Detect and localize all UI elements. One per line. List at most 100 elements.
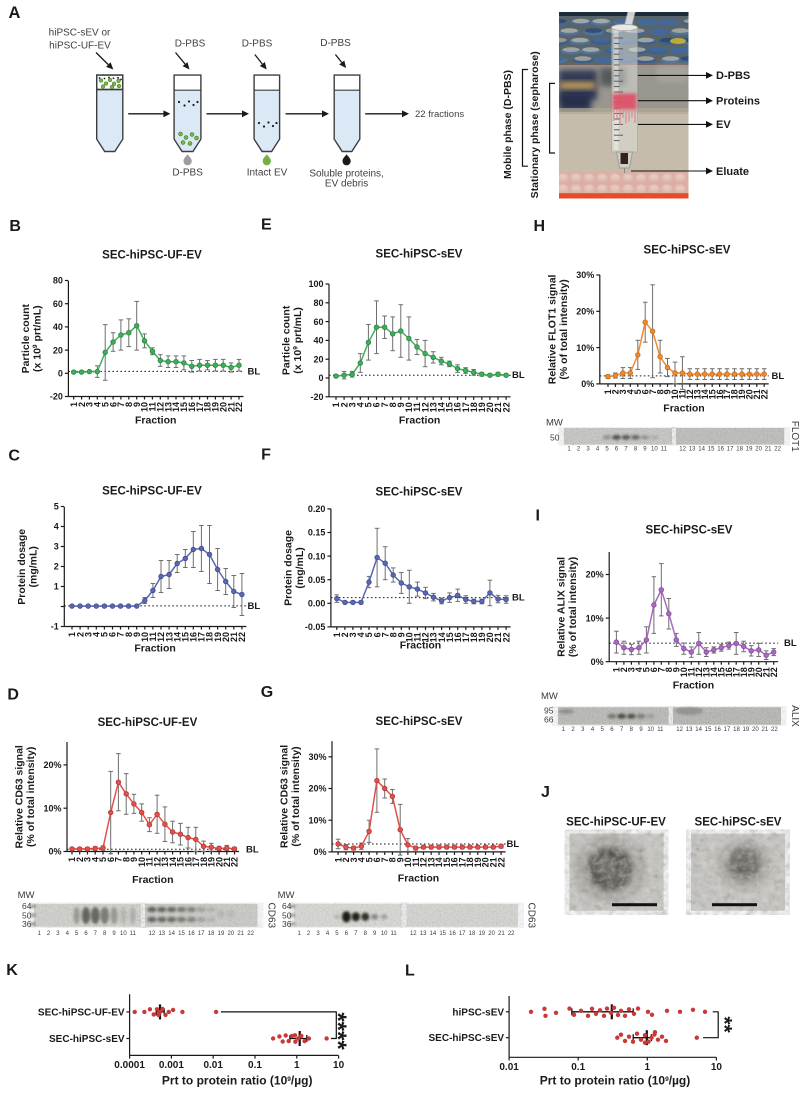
svg-text:21: 21 <box>226 402 236 412</box>
svg-text:6: 6 <box>372 857 382 862</box>
svg-text:SEC-hiPSC-sEV: SEC-hiPSC-sEV <box>376 249 463 261</box>
svg-text:11: 11 <box>148 632 158 642</box>
svg-text:21: 21 <box>222 857 232 867</box>
svg-text:0: 0 <box>58 369 63 379</box>
svg-text:5: 5 <box>605 447 609 453</box>
svg-text:D-PBS: D-PBS <box>320 38 351 49</box>
svg-text:0.20: 0.20 <box>308 504 326 514</box>
svg-text:8: 8 <box>634 447 638 453</box>
svg-text:13: 13 <box>163 402 173 412</box>
svg-text:13: 13 <box>160 857 170 867</box>
svg-text:21: 21 <box>761 667 771 677</box>
svg-text:Particle count: Particle count <box>281 305 293 375</box>
svg-text:1: 1 <box>332 632 342 637</box>
svg-text:100: 100 <box>308 279 323 289</box>
svg-text:50: 50 <box>282 910 292 920</box>
svg-text:60: 60 <box>313 317 323 327</box>
svg-text:(mg/mL): (mg/mL) <box>28 546 40 587</box>
svg-text:21: 21 <box>493 632 503 642</box>
svg-text:20: 20 <box>481 857 491 867</box>
svg-text:D-PBS: D-PBS <box>175 39 206 50</box>
svg-text:2: 2 <box>77 402 87 407</box>
svg-text:50: 50 <box>550 433 560 443</box>
svg-text:12: 12 <box>676 727 683 733</box>
svg-text:1: 1 <box>54 582 59 592</box>
svg-text:18: 18 <box>199 857 209 867</box>
svg-text:12: 12 <box>410 931 417 937</box>
svg-text:SEC-hiPSC-UF-EV: SEC-hiPSC-UF-EV <box>566 817 666 829</box>
svg-text:10: 10 <box>711 1062 723 1073</box>
svg-text:12: 12 <box>152 857 162 867</box>
svg-text:10: 10 <box>381 931 388 937</box>
svg-text:19: 19 <box>473 857 483 867</box>
svg-text:3: 3 <box>83 857 93 862</box>
svg-text:18: 18 <box>739 667 749 677</box>
svg-text:20: 20 <box>745 389 755 399</box>
svg-text:10: 10 <box>647 727 654 733</box>
svg-text:Proteins: Proteins <box>716 96 760 108</box>
svg-text:EV: EV <box>716 119 731 131</box>
svg-text:Soluble proteins,: Soluble proteins, <box>309 169 384 180</box>
svg-text:6: 6 <box>649 667 659 672</box>
svg-text:6: 6 <box>615 447 619 453</box>
svg-text:Relative FLOT1 signal: Relative FLOT1 signal <box>546 274 558 384</box>
svg-text:10: 10 <box>140 632 150 642</box>
svg-text:1: 1 <box>567 447 571 453</box>
svg-text:16: 16 <box>715 389 725 399</box>
svg-text:8: 8 <box>630 727 634 733</box>
svg-text:0.01: 0.01 <box>203 1060 223 1071</box>
svg-text:SEC-hiPSC-UF-EV: SEC-hiPSC-UF-EV <box>102 250 202 262</box>
svg-text:MW: MW <box>18 890 35 901</box>
svg-text:17: 17 <box>461 632 471 642</box>
svg-text:18: 18 <box>469 402 479 412</box>
svg-text:BL: BL <box>784 638 797 649</box>
svg-text:0%: 0% <box>48 847 61 857</box>
svg-text:MW: MW <box>546 418 563 429</box>
svg-text:8: 8 <box>388 857 398 862</box>
svg-text:15: 15 <box>705 727 712 733</box>
svg-text:64: 64 <box>22 901 32 911</box>
svg-text:6: 6 <box>372 632 382 637</box>
svg-text:9: 9 <box>129 857 139 862</box>
svg-text:15: 15 <box>445 632 455 642</box>
svg-text:SEC-hiPSC-UF-EV: SEC-hiPSC-UF-EV <box>38 1007 125 1018</box>
svg-text:7: 7 <box>380 402 390 407</box>
svg-text:Mobile phase (D-PBS): Mobile phase (D-PBS) <box>502 70 514 179</box>
svg-text:Relative CD63 signal: Relative CD63 signal <box>279 745 291 848</box>
svg-text:SEC-hiPSC-sEV: SEC-hiPSC-sEV <box>49 1034 125 1045</box>
svg-text:21: 21 <box>762 727 769 733</box>
svg-text:7: 7 <box>94 931 98 937</box>
svg-text:2: 2 <box>619 667 629 672</box>
svg-text:14: 14 <box>437 402 447 412</box>
svg-text:4: 4 <box>596 447 600 453</box>
svg-text:3: 3 <box>54 542 59 552</box>
svg-text:11: 11 <box>390 931 397 937</box>
svg-text:-1: -1 <box>51 622 59 632</box>
svg-text:3: 3 <box>347 402 357 407</box>
svg-text:10: 10 <box>403 857 413 867</box>
svg-text:4: 4 <box>66 931 70 937</box>
svg-text:5: 5 <box>364 857 374 862</box>
svg-text:16: 16 <box>187 402 197 412</box>
svg-text:22: 22 <box>501 632 511 642</box>
svg-text:0.0001: 0.0001 <box>114 1060 145 1071</box>
svg-text:22: 22 <box>247 931 254 937</box>
svg-text:18: 18 <box>465 857 475 867</box>
svg-text:4: 4 <box>357 857 367 862</box>
svg-text:9: 9 <box>373 931 377 937</box>
svg-text:-20: -20 <box>310 392 323 402</box>
svg-text:10: 10 <box>137 857 147 867</box>
svg-text:12: 12 <box>694 667 704 677</box>
svg-text:****: **** <box>324 1012 351 1050</box>
svg-text:8: 8 <box>388 632 398 637</box>
svg-text:5: 5 <box>54 502 59 512</box>
svg-text:21: 21 <box>752 389 762 399</box>
svg-text:Fraction: Fraction <box>135 415 176 427</box>
svg-text:SEC-hiPSC-UF-EV: SEC-hiPSC-UF-EV <box>98 717 198 729</box>
svg-text:20: 20 <box>214 857 224 867</box>
svg-text:Fraction: Fraction <box>132 874 173 886</box>
svg-text:3: 3 <box>316 931 320 937</box>
svg-text:22: 22 <box>508 931 515 937</box>
svg-text:11: 11 <box>148 402 158 412</box>
svg-text:hiPSC-UF-EV: hiPSC-UF-EV <box>49 41 111 52</box>
